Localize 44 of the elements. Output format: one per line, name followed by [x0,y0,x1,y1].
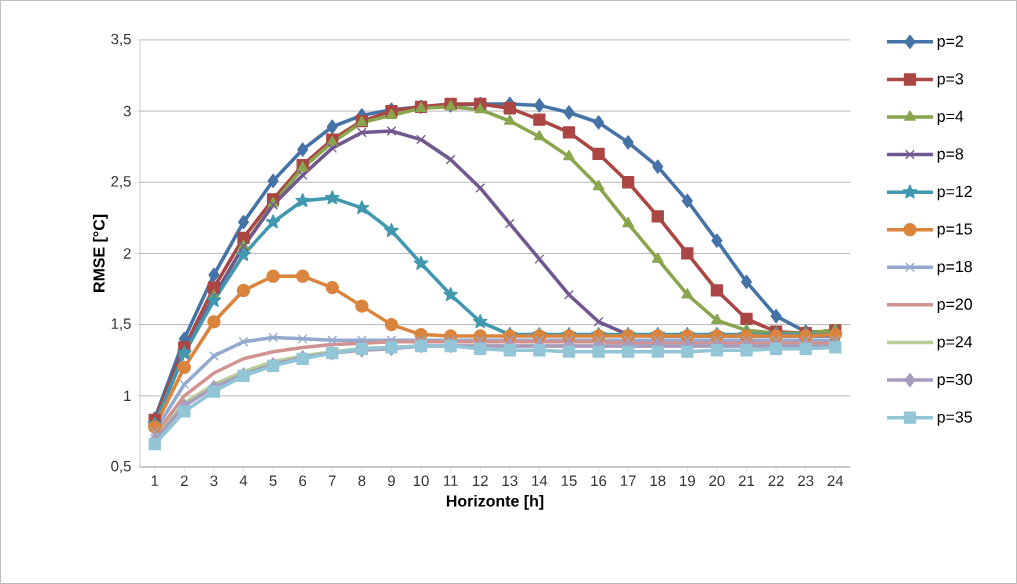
legend-label: p=30 [937,373,972,389]
y-tick-label: 3 [123,105,131,117]
x-tick-label: 9 [387,475,395,487]
legend-label: p=4 [937,110,964,126]
x-tick-label: 19 [680,475,695,487]
x-tick-label: 8 [358,475,366,487]
x-tick-label: 14 [532,475,548,486]
x-tick-label: 5 [269,475,277,486]
y-axis-title: RMSE [°C] [92,214,108,292]
x-tick-label: 1 [151,475,159,486]
x-tick-label: 21 [738,475,755,486]
legend-label: p=35 [937,411,972,426]
x-tick-label: 18 [650,475,666,487]
x-tick-label: 2 [180,475,188,486]
legend-label: p=15 [937,223,972,238]
x-tick-label: 20 [709,475,725,487]
legend-label: p=3 [937,73,964,88]
x-tick-label: 16 [591,475,607,487]
x-tick-label: 23 [798,475,814,487]
legend-label: p=2 [937,35,963,51]
y-tick-label: 0,5 [111,460,131,474]
x-tick-label: 11 [444,475,458,486]
y-tick-label: 2 [123,248,131,259]
x-tick-label: 13 [502,475,518,487]
y-tick-label: 1 [124,390,131,401]
x-tick-label: 17 [620,475,636,486]
legend-label: p=20 [937,298,972,314]
x-tick-label: 10 [413,475,429,487]
y-tick-label: 2,5 [111,176,131,189]
legend-label: p=12 [937,185,972,201]
y-tick-label: 1,5 [111,318,131,331]
x-tick-label: 3 [210,475,218,487]
x-tick-label: 15 [561,475,577,486]
x-tick-label: 4 [239,475,248,486]
y-tick-label: 3,5 [111,33,131,47]
x-axis-title: Horizonte [h] [446,494,544,510]
x-tick-label: 22 [768,475,784,486]
x-tick-label: 24 [827,475,844,486]
legend-label: p=24 [937,336,973,351]
x-tick-label: 7 [328,475,336,486]
legend-label: p=8 [937,148,964,163]
x-tick-label: 12 [473,475,488,486]
x-tick-label: 6 [299,475,307,487]
legend-label: p=18 [937,260,972,276]
